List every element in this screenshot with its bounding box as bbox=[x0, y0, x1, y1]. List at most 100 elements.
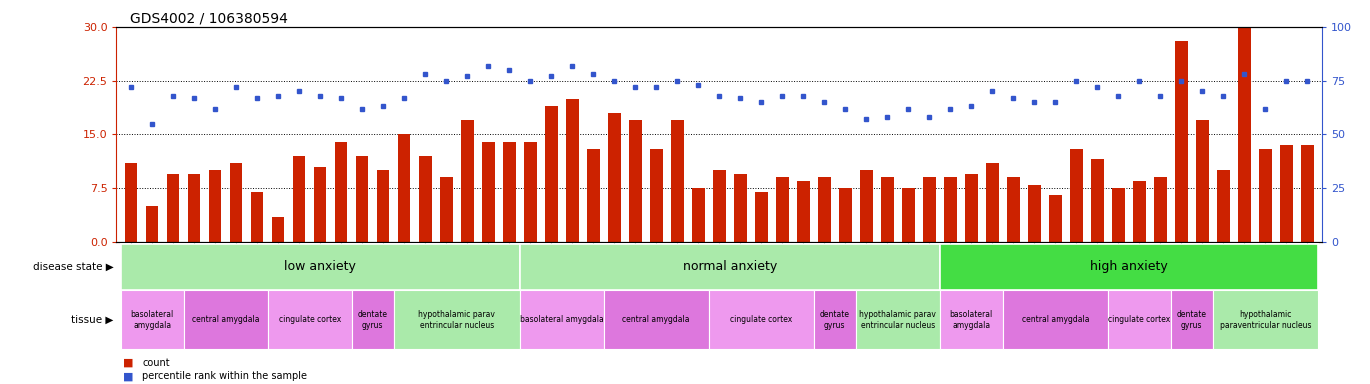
Text: disease state ▶: disease state ▶ bbox=[33, 262, 114, 272]
Text: basolateral
amygdala: basolateral amygdala bbox=[130, 310, 174, 330]
Bar bbox=[1108, 290, 1171, 349]
Bar bbox=[208, 170, 222, 242]
Bar bbox=[604, 290, 708, 349]
Bar bbox=[1196, 120, 1208, 242]
Bar bbox=[352, 290, 393, 349]
Bar bbox=[230, 163, 242, 242]
Bar bbox=[712, 170, 726, 242]
Bar bbox=[649, 149, 663, 242]
Text: percentile rank within the sample: percentile rank within the sample bbox=[142, 371, 307, 381]
Bar bbox=[608, 113, 621, 242]
Bar bbox=[267, 290, 352, 349]
Bar bbox=[377, 170, 389, 242]
Bar bbox=[314, 167, 326, 242]
Bar bbox=[121, 290, 184, 349]
Bar bbox=[901, 188, 915, 242]
Bar bbox=[393, 290, 519, 349]
Bar bbox=[923, 177, 936, 242]
Text: cingulate cortex: cingulate cortex bbox=[730, 315, 792, 324]
Text: low anxiety: low anxiety bbox=[284, 260, 356, 273]
Text: central amygdala: central amygdala bbox=[622, 315, 690, 324]
Bar bbox=[708, 290, 814, 349]
Bar bbox=[334, 142, 348, 242]
Bar bbox=[775, 177, 789, 242]
Bar bbox=[940, 244, 1318, 290]
Bar bbox=[145, 206, 159, 242]
Text: ■: ■ bbox=[123, 371, 134, 381]
Bar bbox=[271, 217, 285, 242]
Bar bbox=[629, 120, 641, 242]
Bar bbox=[503, 142, 515, 242]
Bar bbox=[125, 163, 137, 242]
Text: hypothalamic parav
entrincular nucleus: hypothalamic parav entrincular nucleus bbox=[418, 310, 495, 330]
Bar bbox=[944, 177, 956, 242]
Text: ■: ■ bbox=[123, 358, 134, 368]
Bar bbox=[586, 149, 600, 242]
Bar bbox=[1280, 145, 1293, 242]
Bar bbox=[1175, 41, 1188, 242]
Bar bbox=[734, 174, 747, 242]
Bar bbox=[356, 156, 369, 242]
Text: hypothalamic parav
entrincular nucleus: hypothalamic parav entrincular nucleus bbox=[859, 310, 936, 330]
Bar bbox=[1238, 27, 1251, 242]
Bar bbox=[755, 192, 767, 242]
Bar bbox=[940, 290, 1003, 349]
Bar bbox=[881, 177, 893, 242]
Bar bbox=[1091, 159, 1104, 242]
Bar bbox=[545, 106, 558, 242]
Text: central amygdala: central amygdala bbox=[192, 315, 259, 324]
Text: high anxiety: high anxiety bbox=[1091, 260, 1167, 273]
Text: cingulate cortex: cingulate cortex bbox=[278, 315, 341, 324]
Text: basolateral
amygdala: basolateral amygdala bbox=[949, 310, 993, 330]
Bar bbox=[797, 181, 810, 242]
Text: GDS4002 / 106380594: GDS4002 / 106380594 bbox=[130, 12, 288, 25]
Bar bbox=[860, 170, 873, 242]
Bar bbox=[964, 174, 978, 242]
Bar bbox=[1302, 145, 1314, 242]
Bar bbox=[397, 134, 411, 242]
Bar bbox=[1259, 149, 1271, 242]
Bar bbox=[188, 174, 200, 242]
Bar bbox=[419, 156, 432, 242]
Text: dentate
gyrus: dentate gyrus bbox=[358, 310, 388, 330]
Bar bbox=[1133, 181, 1145, 242]
Bar bbox=[856, 290, 940, 349]
Bar bbox=[184, 290, 267, 349]
Bar bbox=[121, 244, 519, 290]
Text: cingulate cortex: cingulate cortex bbox=[1108, 315, 1170, 324]
Bar bbox=[1154, 177, 1167, 242]
Bar bbox=[692, 188, 704, 242]
Bar bbox=[986, 163, 999, 242]
Text: count: count bbox=[142, 358, 170, 368]
Bar bbox=[1007, 177, 1019, 242]
Bar bbox=[251, 192, 263, 242]
Bar bbox=[482, 142, 495, 242]
Bar bbox=[1070, 149, 1082, 242]
Bar bbox=[1003, 290, 1108, 349]
Bar bbox=[838, 188, 852, 242]
Text: hypothalamic
paraventricular nucleus: hypothalamic paraventricular nucleus bbox=[1219, 310, 1311, 330]
Text: basolateral amygdala: basolateral amygdala bbox=[519, 315, 604, 324]
Bar bbox=[519, 290, 604, 349]
Bar bbox=[523, 142, 537, 242]
Bar bbox=[1171, 290, 1212, 349]
Bar bbox=[1212, 290, 1318, 349]
Bar bbox=[440, 177, 452, 242]
Bar bbox=[460, 120, 474, 242]
Text: central amygdala: central amygdala bbox=[1022, 315, 1089, 324]
Bar bbox=[519, 244, 940, 290]
Text: dentate
gyrus: dentate gyrus bbox=[819, 310, 849, 330]
Bar bbox=[1112, 188, 1125, 242]
Bar bbox=[167, 174, 179, 242]
Bar bbox=[566, 99, 578, 242]
Bar bbox=[293, 156, 306, 242]
Bar bbox=[1049, 195, 1062, 242]
Text: tissue ▶: tissue ▶ bbox=[71, 314, 114, 325]
Bar bbox=[1217, 170, 1230, 242]
Bar bbox=[1028, 185, 1041, 242]
Text: normal anxiety: normal anxiety bbox=[682, 260, 777, 273]
Bar bbox=[814, 290, 856, 349]
Bar bbox=[671, 120, 684, 242]
Bar bbox=[818, 177, 830, 242]
Text: dentate
gyrus: dentate gyrus bbox=[1177, 310, 1207, 330]
